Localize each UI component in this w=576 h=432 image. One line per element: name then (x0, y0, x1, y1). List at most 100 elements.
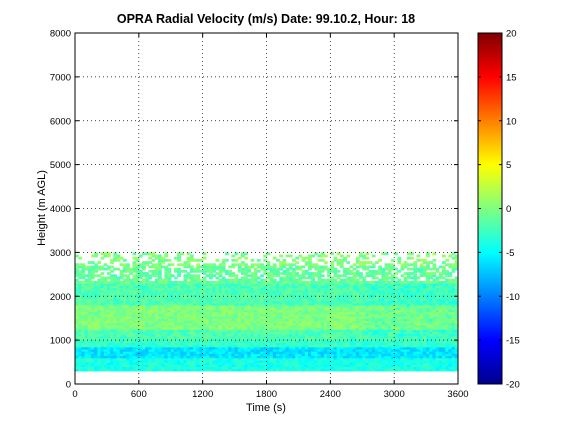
heatmap-cell (256, 362, 261, 365)
heatmap-cell (142, 320, 146, 324)
heatmap-cell (87, 305, 92, 308)
heatmap-cell (122, 322, 127, 326)
heatmap-cell (327, 311, 331, 315)
heatmap-cell (231, 307, 236, 311)
heatmap-cell (371, 344, 376, 348)
heatmap-cell (285, 344, 290, 348)
heatmap-cell (349, 364, 354, 368)
heatmap-cell (106, 305, 111, 308)
heatmap-cell (215, 355, 220, 359)
heatmap-cell (186, 300, 191, 304)
heatmap-cell (304, 353, 309, 357)
heatmap-cell (266, 353, 271, 357)
heatmap-cell (247, 357, 252, 361)
heatmap-cell (110, 315, 114, 319)
heatmap-cell (371, 302, 376, 306)
heatmap-cell (138, 324, 143, 328)
heatmap-cell (122, 344, 127, 348)
heatmap-cell (106, 291, 111, 295)
heatmap-cell (126, 346, 130, 350)
heatmap-cell (84, 320, 89, 324)
heatmap-cell (228, 265, 232, 269)
heatmap-cell (231, 320, 236, 324)
heatmap-cell (311, 265, 315, 269)
heatmap-cell (218, 340, 223, 343)
heatmap-cell (234, 324, 239, 328)
heatmap-cell (189, 320, 194, 324)
heatmap-cell (90, 296, 95, 300)
heatmap-cell (349, 342, 354, 346)
heatmap-cell (368, 296, 373, 300)
heatmap-cell (145, 280, 150, 284)
heatmap-cell (333, 302, 338, 306)
heatmap-cell (154, 283, 159, 286)
heatmap-cell (106, 362, 111, 365)
heatmap-cell (240, 269, 245, 273)
heatmap-cell (292, 320, 296, 324)
heatmap-cell (349, 291, 354, 295)
heatmap-cell (387, 340, 392, 343)
heatmap-cell (106, 329, 111, 332)
heatmap-cell (189, 291, 194, 295)
heatmap-cell (336, 333, 341, 337)
heatmap-cell (164, 359, 169, 363)
heatmap-cell (355, 300, 360, 304)
heatmap-cell (132, 289, 137, 293)
heatmap-cell (250, 333, 255, 337)
heatmap-cell (126, 311, 130, 315)
heatmap-cell (272, 269, 277, 273)
heatmap-cell (276, 368, 280, 372)
heatmap-cell (151, 335, 156, 339)
heatmap-cell (365, 368, 370, 372)
heatmap-cell (339, 254, 344, 258)
heatmap-cell (256, 280, 261, 284)
heatmap-cell (362, 331, 367, 335)
heatmap-cell (269, 335, 274, 339)
heatmap-cell (157, 307, 162, 311)
heatmap-cell (323, 254, 328, 258)
heatmap-cell (126, 320, 130, 324)
heatmap-cell (209, 351, 213, 354)
heatmap-cell (100, 283, 105, 286)
heatmap-cell (346, 357, 351, 361)
heatmap-cell (225, 287, 229, 291)
heatmap-cell (323, 294, 328, 297)
heatmap-cell (237, 289, 242, 293)
heatmap-cell (177, 353, 181, 357)
heatmap-cell (94, 307, 98, 311)
heatmap-cell (359, 355, 363, 359)
heatmap-cell (234, 287, 239, 291)
heatmap-cell (260, 331, 264, 335)
heatmap-cell (403, 265, 408, 269)
heatmap-cell (406, 320, 411, 324)
heatmap-cell (362, 305, 367, 308)
heatmap-cell (320, 335, 325, 339)
heatmap-cell (250, 335, 255, 339)
heatmap-cell (260, 305, 264, 308)
heatmap-cell (145, 278, 150, 282)
heatmap-cell (362, 355, 367, 359)
heatmap-cell (177, 357, 181, 361)
heatmap-cell (218, 267, 223, 271)
heatmap-cell (196, 267, 201, 271)
heatmap-cell (378, 313, 382, 317)
heatmap-cell (304, 272, 309, 275)
heatmap-cell (403, 296, 408, 300)
heatmap-cell (403, 362, 408, 365)
heatmap-cell (237, 331, 242, 335)
heatmap-cell (403, 291, 408, 295)
heatmap-cell (154, 287, 159, 291)
heatmap-cell (164, 342, 169, 346)
heatmap-cell (387, 331, 392, 335)
heatmap-cell (330, 307, 335, 311)
heatmap-cell (193, 364, 197, 368)
heatmap-cell (314, 335, 319, 339)
heatmap-cell (282, 307, 287, 311)
heatmap-cell (132, 274, 137, 278)
heatmap-cell (368, 280, 373, 284)
heatmap-cell (253, 309, 258, 313)
heatmap-cell (378, 307, 382, 311)
heatmap-cell (397, 357, 402, 361)
heatmap-cell (106, 324, 111, 328)
heatmap-cell (256, 351, 261, 354)
